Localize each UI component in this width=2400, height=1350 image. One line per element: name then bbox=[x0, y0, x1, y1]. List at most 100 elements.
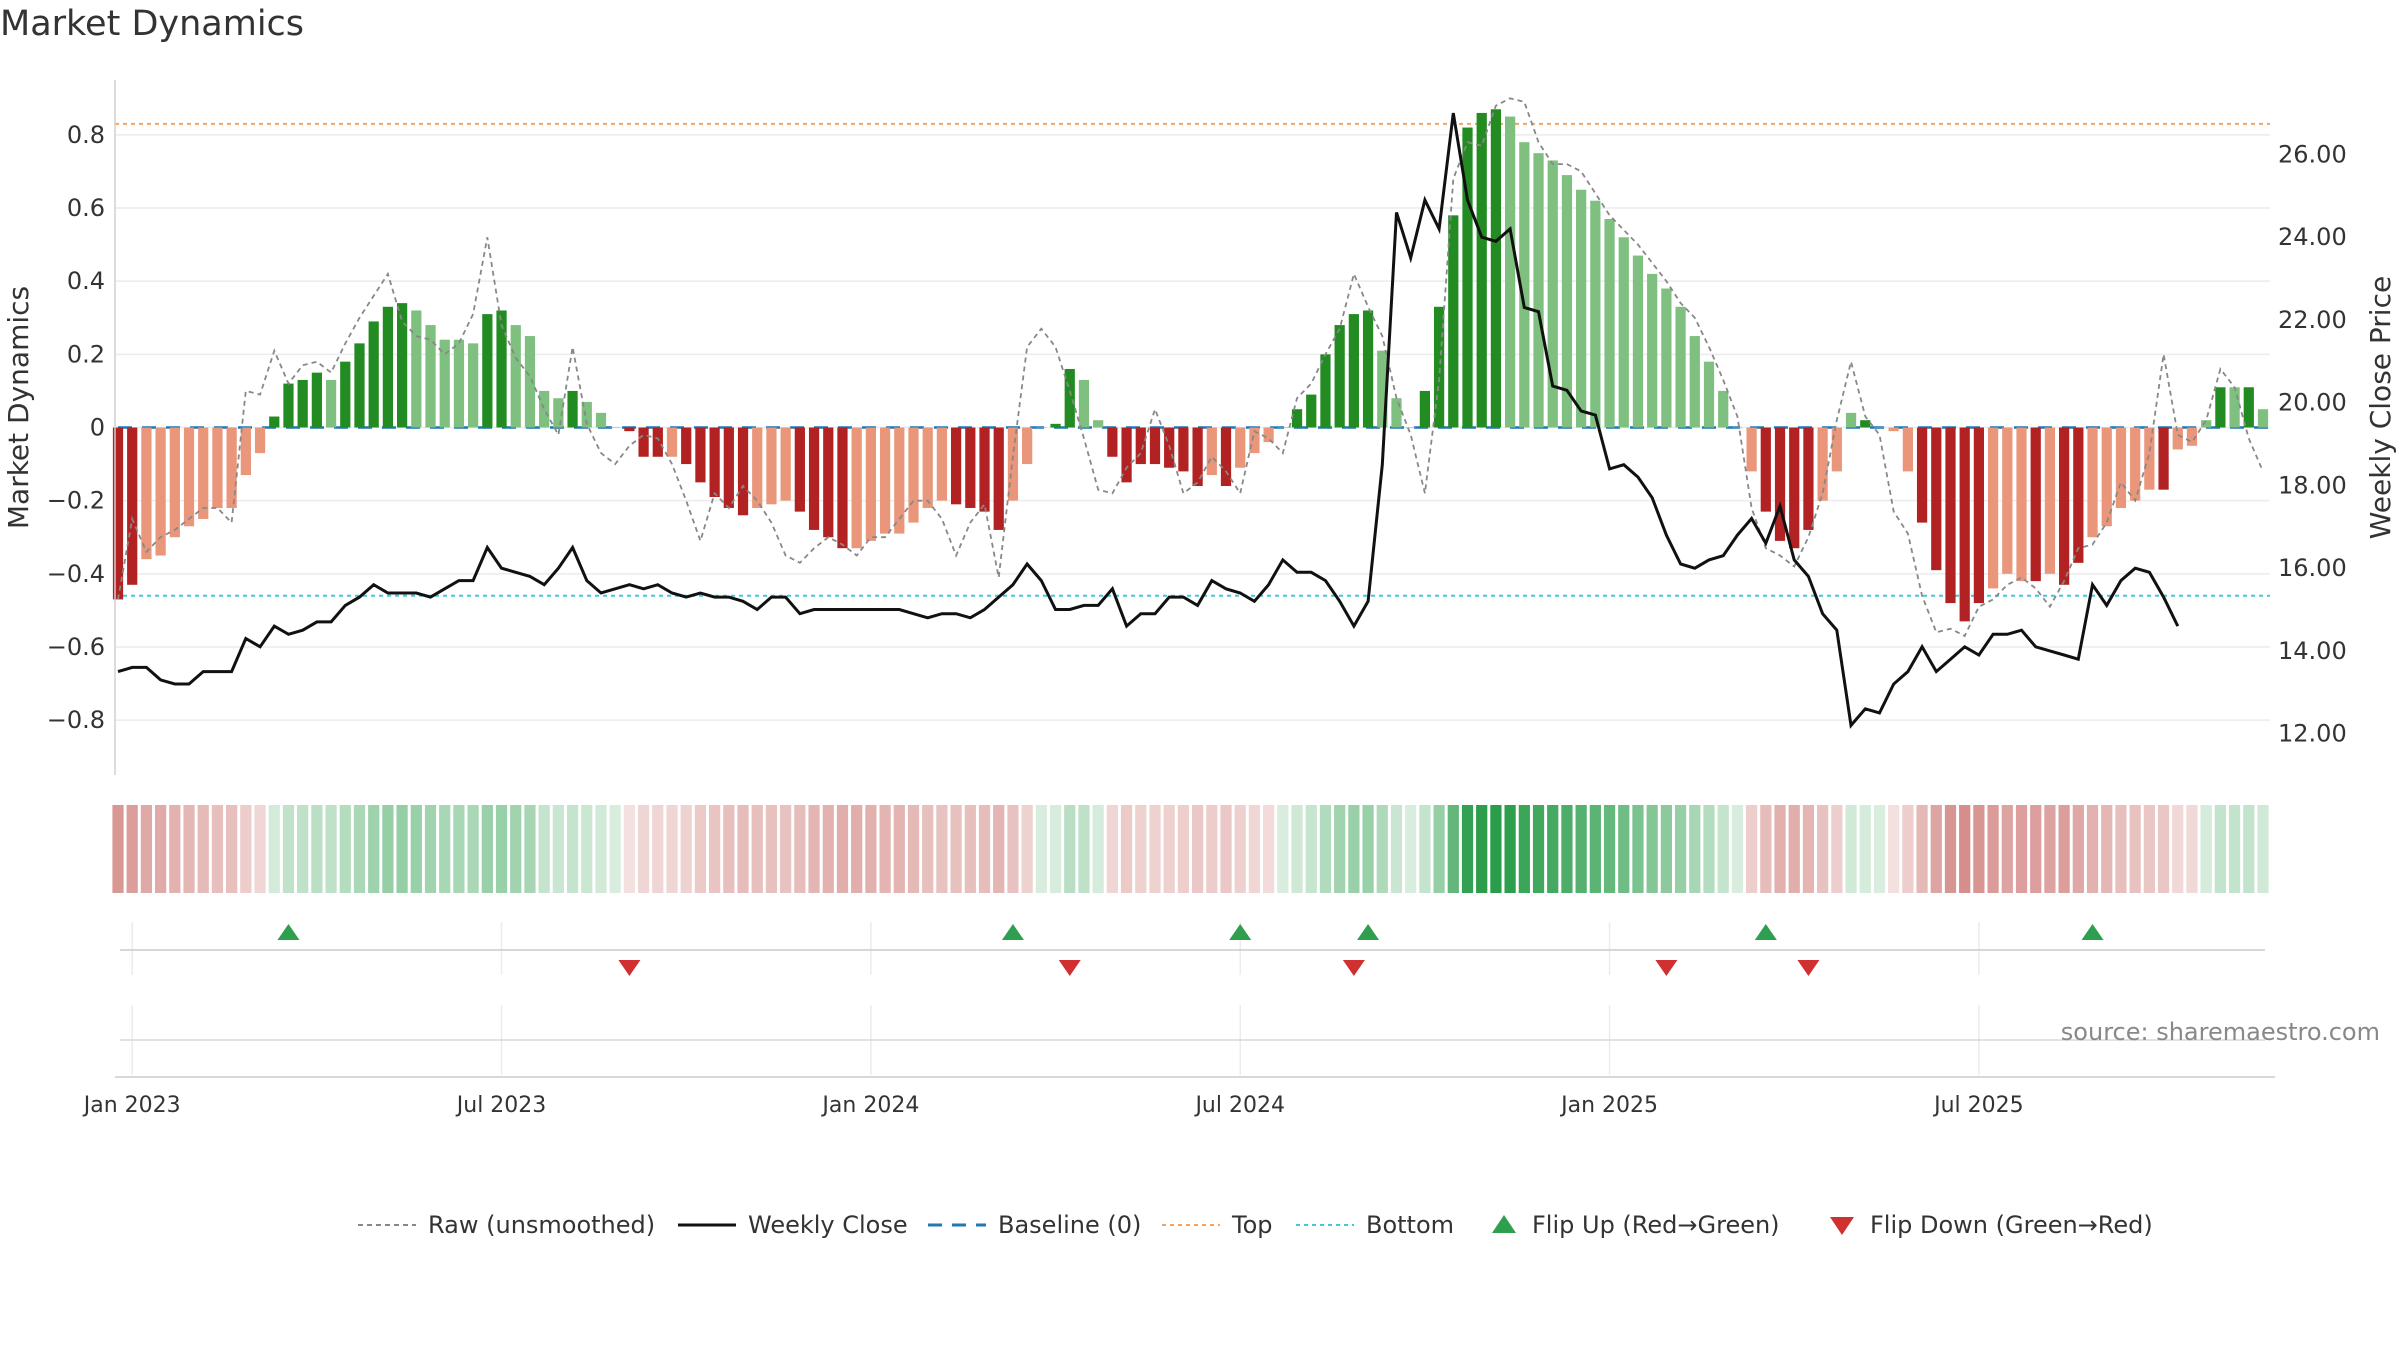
regime-cell bbox=[1078, 805, 1090, 893]
dynamics-bar bbox=[354, 343, 365, 428]
regime-cell bbox=[1575, 805, 1587, 893]
regime-cell bbox=[1149, 805, 1161, 893]
flip-up-marker bbox=[277, 924, 300, 940]
dynamics-bar bbox=[1746, 427, 1757, 472]
flip-down-marker bbox=[618, 960, 641, 976]
dynamics-bar bbox=[1803, 427, 1814, 530]
regime-cell bbox=[240, 805, 252, 893]
dynamics-bar bbox=[368, 321, 379, 428]
dynamics-bar bbox=[311, 372, 322, 428]
dynamics-bar bbox=[1235, 427, 1246, 468]
regime-cell bbox=[950, 805, 962, 893]
dynamics-bar bbox=[1533, 153, 1544, 428]
legend-label: Baseline (0) bbox=[998, 1211, 1141, 1239]
regime-strip bbox=[112, 805, 2269, 893]
y-tick-label: 0.8 bbox=[67, 121, 105, 149]
regime-cell bbox=[1944, 805, 1957, 893]
regime-cell bbox=[1263, 805, 1275, 893]
dynamics-bar bbox=[837, 427, 848, 549]
regime-cell bbox=[368, 805, 380, 893]
dynamics-bar bbox=[737, 427, 749, 516]
y2-tick-label: 12.00 bbox=[2278, 720, 2347, 748]
regime-cell bbox=[126, 805, 138, 893]
regime-cell bbox=[1831, 805, 1843, 893]
dynamics-bar bbox=[1149, 427, 1161, 465]
dynamics-bar bbox=[1647, 273, 1658, 428]
regime-cell bbox=[964, 805, 976, 893]
regime-cell bbox=[1532, 805, 1545, 893]
regime-cell bbox=[652, 805, 664, 893]
regime-cell bbox=[1717, 805, 1729, 893]
y2-tick-label: 24.00 bbox=[2278, 223, 2347, 251]
dynamics-bar bbox=[112, 427, 124, 600]
dynamics-bar bbox=[155, 427, 166, 556]
regime-cell bbox=[808, 805, 820, 893]
flip-up-marker bbox=[2081, 924, 2104, 940]
dynamics-bar bbox=[1220, 427, 1232, 487]
y2-tick-label: 20.00 bbox=[2278, 389, 2347, 417]
dynamics-bar bbox=[1689, 336, 1700, 428]
regime-cell bbox=[1888, 805, 1900, 893]
regime-cell bbox=[2228, 805, 2241, 893]
y-tick-label: −0.8 bbox=[47, 706, 105, 734]
dynamics-bar bbox=[1448, 215, 1459, 428]
dynamics-bar bbox=[524, 336, 536, 428]
regime-cell bbox=[1817, 805, 1829, 893]
legend-item: Weekly Close bbox=[678, 1211, 908, 1239]
regime-cell bbox=[1277, 805, 1289, 893]
regime-cell bbox=[311, 805, 323, 893]
regime-cell bbox=[836, 805, 849, 893]
regime-cell bbox=[382, 805, 394, 893]
dynamics-bar bbox=[425, 325, 436, 428]
dynamics-bar bbox=[723, 427, 734, 508]
dynamics-bar bbox=[453, 339, 465, 428]
regime-cell bbox=[851, 805, 863, 893]
dynamics-bar bbox=[1845, 412, 1857, 428]
regime-cell bbox=[1689, 805, 1701, 893]
y-tick-label: 0.2 bbox=[67, 340, 105, 368]
regime-cell bbox=[1319, 805, 1332, 893]
regime-cell bbox=[268, 805, 280, 893]
dynamics-bar bbox=[1107, 427, 1118, 457]
legend-item: Baseline (0) bbox=[928, 1211, 1141, 1239]
regime-cell bbox=[1461, 805, 1474, 893]
legend-item: Flip Down (Green→Red) bbox=[1830, 1211, 2153, 1239]
regime-cell bbox=[155, 805, 167, 893]
dynamics-bar bbox=[539, 390, 550, 428]
dynamics-bar bbox=[567, 390, 578, 428]
regime-cell bbox=[1987, 805, 1999, 893]
dynamics-bar bbox=[1618, 237, 1629, 428]
dynamics-bar bbox=[297, 379, 308, 428]
regime-cell bbox=[1873, 805, 1886, 893]
dynamics-bar bbox=[325, 379, 337, 428]
dynamics-bar bbox=[666, 427, 678, 457]
regime-cell bbox=[424, 805, 437, 893]
dynamics-bar bbox=[2059, 427, 2070, 585]
dynamics-bar bbox=[141, 427, 152, 560]
dynamics-bar bbox=[1263, 427, 1274, 443]
dynamics-bar bbox=[198, 427, 209, 519]
dynamics-bar bbox=[2115, 427, 2127, 508]
regime-cell bbox=[666, 805, 678, 893]
regime-cell bbox=[2030, 805, 2042, 893]
dynamics-bar bbox=[851, 427, 862, 549]
dynamics-bar bbox=[1135, 427, 1146, 465]
dynamics-bar bbox=[2172, 427, 2183, 450]
dynamics-bar bbox=[1306, 394, 1317, 428]
dynamics-bars bbox=[112, 109, 2269, 622]
dynamics-bar bbox=[1320, 354, 1331, 428]
dynamics-bar bbox=[2073, 427, 2084, 563]
dynamics-bar bbox=[1391, 398, 1402, 428]
dynamics-bar bbox=[212, 427, 223, 508]
dynamics-bar bbox=[1760, 427, 1771, 512]
dynamics-bar bbox=[1774, 427, 1786, 541]
regime-cell bbox=[1547, 805, 1559, 893]
legend-label: Bottom bbox=[1366, 1211, 1454, 1239]
regime-cell bbox=[1362, 805, 1374, 893]
regime-cell bbox=[339, 805, 351, 893]
dynamics-bar bbox=[283, 383, 294, 428]
regime-cell bbox=[1589, 805, 1601, 893]
regime-cell bbox=[254, 805, 266, 893]
dynamics-bar bbox=[2215, 387, 2226, 428]
regime-cell bbox=[2129, 805, 2141, 893]
